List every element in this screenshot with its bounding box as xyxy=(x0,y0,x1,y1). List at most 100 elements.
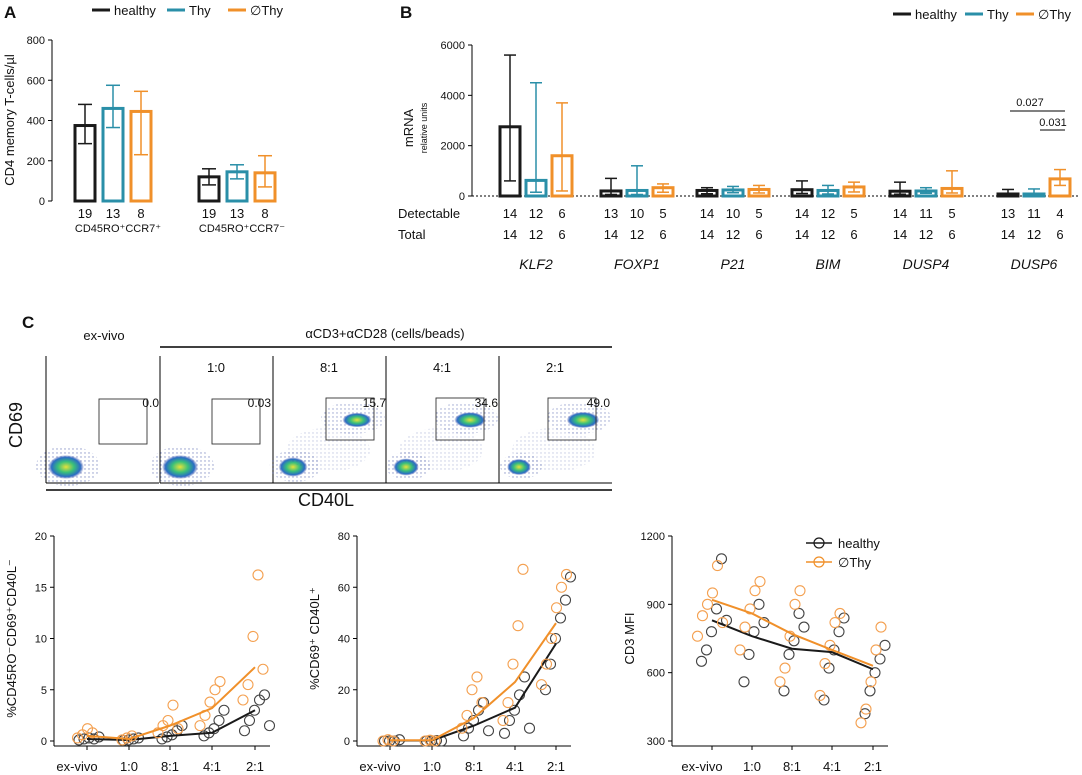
scatter-ytick-label: 10 xyxy=(35,634,47,646)
detectable-count: 5 xyxy=(948,206,955,221)
panel-a-group-2-label: CD45RO⁺CCR7⁻ xyxy=(199,223,285,235)
data-point-nothy xyxy=(734,644,746,656)
total-count: 6 xyxy=(850,227,857,242)
data-point-nothy xyxy=(466,684,478,696)
scatter-ytick-label: 900 xyxy=(647,599,665,611)
panel-a-count: 8 xyxy=(137,206,144,221)
detectable-count: 10 xyxy=(630,206,644,221)
legend-label-nothy: ∅Thy xyxy=(250,3,283,18)
scatter-y-label: CD3 MFI xyxy=(622,613,637,665)
data-point-nothy xyxy=(517,563,529,575)
data-point-nothy xyxy=(834,607,846,619)
detectable-count: 5 xyxy=(850,206,857,221)
scatter-xtick-label: 4:1 xyxy=(823,759,841,774)
scatter-chart-cd69-cd40l: 0 20 40 60 80 ex-vivo 1:0 8:1 4:1 2:1 %CD69⁺ CD40L… xyxy=(307,531,577,774)
data-point-nothy xyxy=(476,697,488,709)
population-scatter-mid xyxy=(512,428,596,472)
total-count: 12 xyxy=(1027,227,1041,242)
gate-box xyxy=(325,397,375,441)
data-point-healthy xyxy=(498,727,511,739)
data-point-nothy xyxy=(116,734,128,746)
data-point-nothy xyxy=(716,617,729,629)
cytometry-plot: 0.0 xyxy=(36,356,159,486)
header-stimulation: αCD3+αCD28 (cells/beads) xyxy=(305,326,464,341)
total-count: 6 xyxy=(1056,227,1063,242)
data-point-healthy xyxy=(753,598,765,610)
median-line-healthy xyxy=(86,709,256,741)
population-scatter-mid xyxy=(399,428,483,472)
condition-label: 2:1 xyxy=(546,360,564,375)
data-point-healthy xyxy=(743,648,755,660)
data-point-healthy xyxy=(554,612,567,624)
data-point-nothy xyxy=(794,585,806,597)
data-point-healthy xyxy=(559,594,572,606)
panel-a-count: 8 xyxy=(261,206,268,221)
scatter-xtick-label: ex-vivo xyxy=(681,759,722,774)
data-point-healthy xyxy=(213,714,225,727)
data-point-healthy xyxy=(243,714,256,727)
panel-b-ytick-label: 4000 xyxy=(441,90,465,102)
data-point-healthy xyxy=(778,685,790,697)
data-point-healthy xyxy=(738,676,750,688)
data-point-healthy xyxy=(705,626,718,638)
data-point-nothy xyxy=(247,630,259,643)
panel-a-y-ticks: 0 200 400 600 800 xyxy=(27,35,52,208)
panel-a-counts: 19 13 8 19 13 8 xyxy=(78,206,269,221)
detectable-count: 10 xyxy=(726,206,740,221)
data-point-nothy xyxy=(691,630,704,642)
data-point-nothy xyxy=(819,658,831,670)
data-point-healthy xyxy=(710,603,723,615)
data-point-nothy xyxy=(779,662,791,674)
total-count: 14 xyxy=(795,227,809,242)
gene-label: KLF2 xyxy=(519,256,553,272)
detectable-count: 14 xyxy=(503,206,517,221)
cytometry-plot: 0.03 xyxy=(150,356,273,486)
data-point-healthy xyxy=(700,644,713,656)
data-point-healthy xyxy=(695,655,708,667)
population-blob-high xyxy=(454,412,486,428)
legend-d-label-healthy: healthy xyxy=(838,536,880,551)
data-point-nothy xyxy=(870,644,882,656)
scatter-ytick-label: 300 xyxy=(647,736,665,748)
gate-box xyxy=(211,398,261,445)
data-point-nothy xyxy=(194,720,206,732)
data-point-healthy xyxy=(238,725,251,737)
total-count: 6 xyxy=(659,227,666,242)
scatter-xtick-label: ex-vivo xyxy=(359,759,400,774)
panel-d: 0 5 10 15 20 ex-vivo 1:0 8:1 4:1 2:1 %CD45RO⁻CD69⁺… xyxy=(4,531,891,774)
data-point-healthy xyxy=(783,648,795,660)
detectable-count: 13 xyxy=(1001,206,1015,221)
panel-a-count: 13 xyxy=(106,206,120,221)
panel-a: A healthy Thy ∅Thy 0 200 400 600 800 CD4 mem… xyxy=(2,3,285,235)
panel-d-legend: healthy ∅Thy xyxy=(806,536,880,570)
data-point-nothy xyxy=(754,576,766,588)
scatter-xtick-label: 1:0 xyxy=(423,759,441,774)
panel-b: B healthy Thy ∅Thy 0 2000 4000 6000 mRNA re… xyxy=(398,3,1078,272)
data-point-nothy xyxy=(497,714,509,727)
scatter-xtick-label: 2:1 xyxy=(246,759,264,774)
panel-b-y-label: mRNA xyxy=(401,109,416,148)
median-line-healthy xyxy=(711,619,874,671)
detectable-count: 13 xyxy=(604,206,618,221)
scatter-ytick-label: 20 xyxy=(35,531,47,543)
detectable-count: 14 xyxy=(893,206,907,221)
detectable-count: 5 xyxy=(755,206,762,221)
scatter-xtick-label: 1:0 xyxy=(743,759,761,774)
legend-d-marker-healthy xyxy=(813,537,825,549)
data-point-nothy xyxy=(204,696,216,708)
panel-c-letter: C xyxy=(22,313,34,332)
data-point-nothy xyxy=(855,717,867,729)
data-point-healthy xyxy=(462,722,475,734)
gate-box xyxy=(98,398,148,445)
panel-b-gene-labels: KLF2 FOXP1 P21 BIM DUSP4 DUSP6 xyxy=(519,256,1057,272)
panel-a-letter: A xyxy=(4,3,16,22)
total-count: 12 xyxy=(726,227,740,242)
data-point-nothy xyxy=(739,621,751,633)
header-exvivo: ex-vivo xyxy=(83,328,124,343)
cd40l-axis-label: CD40L xyxy=(298,490,354,510)
data-point-healthy xyxy=(793,607,805,619)
scatter-chart-cd45ro-neg: 0 5 10 15 20 ex-vivo 1:0 8:1 4:1 2:1 %CD45RO⁻CD69⁺… xyxy=(4,531,276,774)
scatter-chart-cd3-mfi: 300 600 900 1200 ex-vivo 1:0 8:1 4:1 2:1 CD3 MFI xyxy=(622,531,891,774)
gene-label: DUSP4 xyxy=(903,256,950,272)
